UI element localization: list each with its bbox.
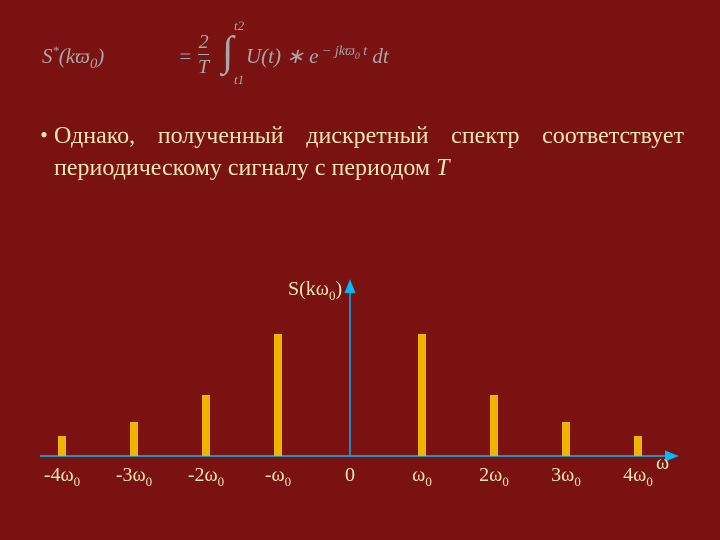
period-var: T [436, 155, 449, 181]
bullet-body: Однако, полученный дискретный спектр соо… [54, 123, 684, 181]
bullet-marker: • [34, 120, 54, 150]
x-tick-label: 0 [325, 464, 375, 487]
formula-eq: = [178, 44, 192, 69]
integral-lower: t1 [234, 72, 244, 88]
x-tick-label: -2ω0 [181, 464, 231, 490]
x-tick-label: 3ω0 [541, 464, 591, 490]
bullet-text: Однако, полученный дискретный спектр соо… [54, 120, 684, 185]
spectrum-spike [490, 395, 498, 456]
formula-frac: 2 T [198, 32, 209, 77]
x-tick-label: -4ω0 [37, 464, 87, 490]
spectrum-spike [562, 422, 570, 456]
formula-rest: U(t) ∗ e − jkϖ0 t dt [246, 44, 389, 69]
spectrum-spike [418, 334, 426, 456]
spectrum-spike [634, 436, 642, 456]
spectrum-spike [58, 436, 66, 456]
spectrum-spike [130, 422, 138, 456]
x-tick-label: 2ω0 [469, 464, 519, 490]
spectrum-spike [202, 395, 210, 456]
fourier-formula: S*(kϖ0) = 2 T ∫ t2 t1 U(t) ∗ e − jkϖ0 t … [42, 26, 686, 86]
bullet-item: • Однако, полученный дискретный спектр с… [34, 120, 686, 185]
integral-upper: t2 [234, 18, 244, 34]
integral-sign: ∫ [222, 28, 234, 76]
y-axis-label: S(kω0) [288, 278, 342, 304]
x-tick-label: -ω0 [253, 464, 303, 490]
x-tick-label: 4ω0 [613, 464, 663, 490]
formula-lhs: S*(kϖ0) [42, 44, 104, 73]
x-tick-label: -3ω0 [109, 464, 159, 490]
spectrum-chart: S(kω0) ω -4ω0-3ω0-2ω0-ω00ω02ω03ω04ω0 [40, 272, 680, 502]
x-tick-label: ω0 [397, 464, 447, 490]
spectrum-spike [274, 334, 282, 456]
